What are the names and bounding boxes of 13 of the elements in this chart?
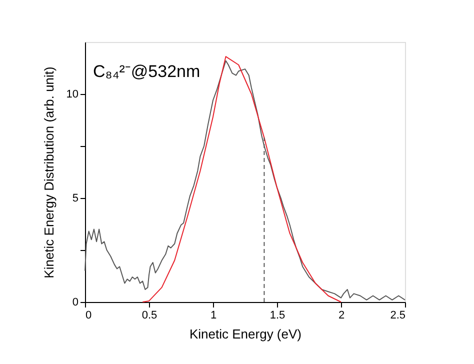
y-tick-label: 10	[66, 88, 78, 100]
x-tick-label: 1	[210, 310, 217, 322]
y-tick-label: 0	[72, 296, 78, 308]
x-tick-label: 0	[86, 310, 92, 322]
x-tick-label: 1.5	[270, 310, 286, 322]
x-axis-title: Kinetic Energy (eV)	[190, 326, 302, 342]
annotation: C₈₄²⁻@532nm	[93, 62, 200, 81]
x-tick-label: 2	[338, 310, 345, 322]
y-tick-label: 5	[72, 192, 78, 204]
x-tick-label: 0.5	[142, 310, 158, 322]
x-tick-label: 2.5	[390, 310, 406, 322]
y-axis-title: Kinetic Energy Distribution (arb. unit)	[41, 66, 56, 278]
line-series	[84, 60, 406, 300]
